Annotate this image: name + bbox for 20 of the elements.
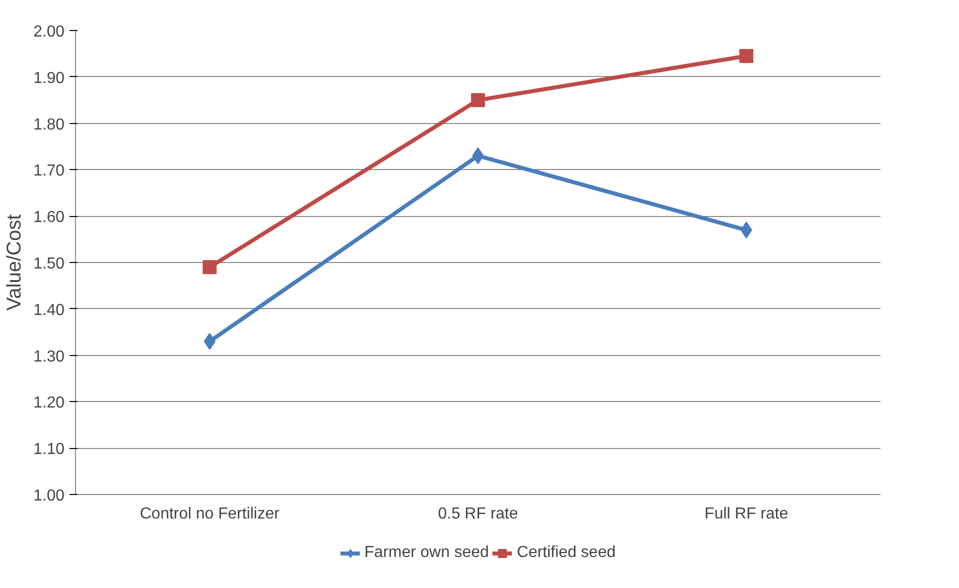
y-tick-label: 2.00: [33, 24, 65, 40]
legend-label: Farmer own seed: [364, 544, 489, 562]
y-tick-label: 1.30: [33, 348, 65, 366]
point: [471, 93, 485, 108]
y-tick-label: 1.50: [33, 256, 65, 272]
y-tick-label: 1.70: [33, 162, 65, 180]
x-tick-label: Full RF rate: [704, 506, 788, 522]
legend-label: Certified seed: [516, 544, 616, 562]
x-tick-label: Control no Fertilizer: [140, 506, 280, 522]
y-tick-label: 1.90: [33, 70, 65, 87]
point: [739, 49, 754, 64]
y-tick-label: 1.40: [33, 302, 65, 319]
point: [202, 260, 217, 274]
y-tick-label: 1.80: [33, 116, 65, 134]
y-tick-label: 1.10: [33, 441, 65, 458]
y-axis-title: Value/Cost: [3, 214, 26, 311]
y-tick-label: 1.60: [33, 209, 65, 226]
y-tick-label: 1.00: [33, 488, 65, 504]
x-tick-label: 0.5 RF rate: [438, 506, 518, 522]
y-tick-label: 1.20: [33, 394, 65, 412]
